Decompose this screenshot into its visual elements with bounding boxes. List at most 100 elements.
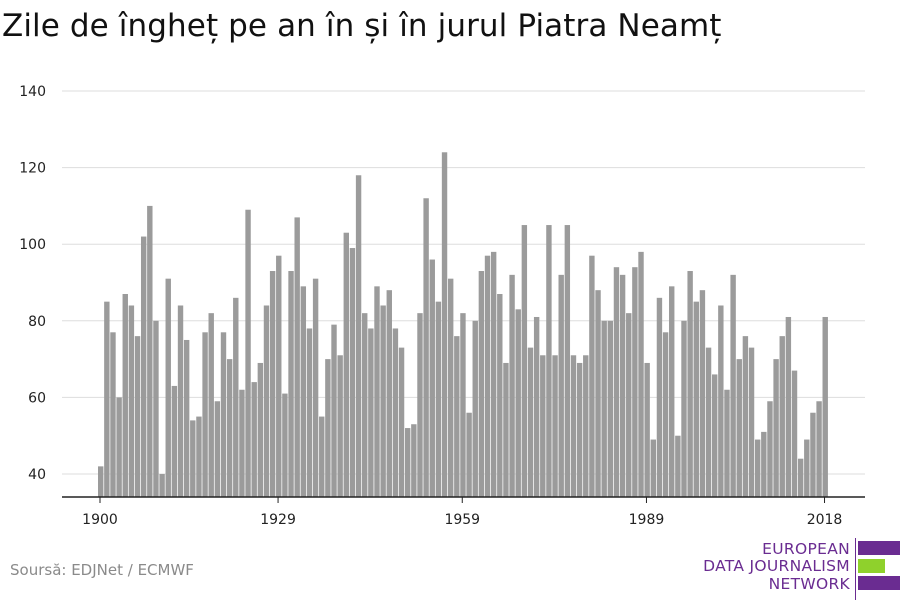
bar-1952 [417, 313, 423, 497]
bar-1993 [669, 286, 675, 497]
bar-1969 [521, 225, 528, 497]
bar-chart: 40 60 80 100 120 140 1900 1929 1959 1989 2018 [19, 84, 865, 528]
bar-1901 [104, 301, 110, 497]
bar-1979 [583, 355, 589, 497]
bar-1963 [484, 255, 491, 497]
bar-1930 [282, 393, 288, 497]
logo-divider [855, 538, 856, 600]
y-tick-label: 80 [28, 314, 46, 330]
source-note: Soursă: EDJNet / ECMWF [10, 561, 194, 579]
bar-1971 [533, 316, 540, 497]
bar-2010 [773, 359, 779, 497]
bar-1934 [306, 328, 313, 497]
bar-1921 [226, 359, 233, 497]
logo-bar-top [858, 541, 900, 555]
edjnet-logo[interactable]: EUROPEAN DATA JOURNALISM NETWORK [700, 538, 900, 600]
bar-1974 [552, 355, 558, 497]
bar-1965 [497, 294, 503, 497]
bar-1920 [220, 332, 227, 497]
bar-1907 [140, 236, 147, 497]
logo-bar-bottom [858, 576, 900, 590]
bar-1937 [325, 359, 331, 497]
bar-1933 [300, 286, 307, 497]
bar-1944 [368, 328, 374, 497]
bar-1970 [527, 347, 534, 497]
bar-1938 [331, 324, 337, 497]
bar-1929 [276, 255, 282, 497]
bar-1957 [447, 278, 454, 497]
bar-2018 [822, 316, 828, 497]
bar-1935 [312, 278, 319, 497]
y-tick-label: 40 [28, 467, 46, 483]
bar-1983 [607, 320, 614, 497]
chart-title: Zile de îngheț pe an în și în jurul Piat… [2, 8, 722, 44]
bar-1984 [613, 267, 620, 497]
x-tick-label: 1929 [260, 512, 296, 528]
bar-1900 [98, 466, 104, 497]
bar-1990 [650, 439, 656, 497]
bar-2014 [797, 458, 804, 497]
bar-1923 [239, 389, 245, 497]
bar-1911 [165, 278, 171, 497]
bar-1989 [644, 362, 650, 497]
bar-1991 [656, 297, 663, 497]
bar-1992 [662, 332, 669, 497]
bar-1902 [110, 332, 116, 497]
bar-1908 [147, 205, 153, 498]
bar-1975 [558, 274, 564, 497]
bar-1981 [595, 290, 601, 497]
bar-1950 [405, 428, 411, 497]
bar-1964 [490, 251, 497, 497]
bar-1985 [619, 274, 626, 497]
bar-1942 [355, 175, 362, 497]
bar-1916 [196, 416, 202, 497]
bar-1972 [540, 355, 546, 497]
x-tick-label: 1989 [629, 512, 665, 528]
bar-2017 [816, 401, 822, 497]
bar-2000 [712, 374, 718, 497]
logo-text-line-1: EUROPEAN [762, 540, 850, 558]
bar-2002 [724, 389, 730, 497]
bar-1926 [257, 362, 264, 497]
bar-2015 [804, 439, 810, 497]
logo-bar-middle [858, 559, 885, 573]
bar-2004 [736, 359, 742, 497]
bar-1919 [214, 401, 221, 497]
bar-1904 [122, 294, 128, 497]
y-tick-label: 100 [19, 237, 46, 253]
bar-1999 [705, 347, 712, 497]
bar-1940 [343, 232, 349, 497]
bar-1968 [515, 309, 521, 497]
bar-1915 [190, 420, 196, 497]
bar-1927 [263, 305, 270, 497]
bar-1914 [183, 339, 190, 497]
axes: 40 60 80 100 120 140 1900 1929 1959 1989 2018 [19, 84, 865, 528]
logo-text-line-3: NETWORK [768, 575, 850, 593]
bar-2009 [767, 401, 773, 497]
y-tick-label: 140 [19, 84, 46, 100]
bar-1949 [398, 347, 405, 497]
bar-1910 [159, 474, 165, 497]
bar-1913 [177, 305, 184, 497]
bar-1998 [699, 290, 706, 497]
bar-1977 [570, 355, 577, 497]
bar-1928 [269, 271, 276, 497]
bar-1954 [429, 259, 435, 497]
bar-1906 [134, 336, 141, 497]
bar-2011 [779, 336, 785, 497]
bar-2006 [748, 347, 755, 497]
bar-1967 [509, 274, 515, 497]
bar-1943 [362, 313, 368, 497]
bar-2003 [730, 274, 736, 497]
bar-1912 [171, 385, 178, 497]
bar-1960 [466, 412, 472, 497]
y-tick-label: 60 [28, 390, 46, 406]
bar-1982 [601, 320, 607, 497]
bar-2012 [785, 316, 792, 497]
bar-1941 [349, 248, 356, 497]
bar-1909 [153, 320, 159, 497]
bar-2001 [718, 305, 724, 497]
bar-1925 [251, 382, 257, 497]
bar-1958 [454, 336, 460, 497]
bar-1988 [638, 251, 644, 497]
